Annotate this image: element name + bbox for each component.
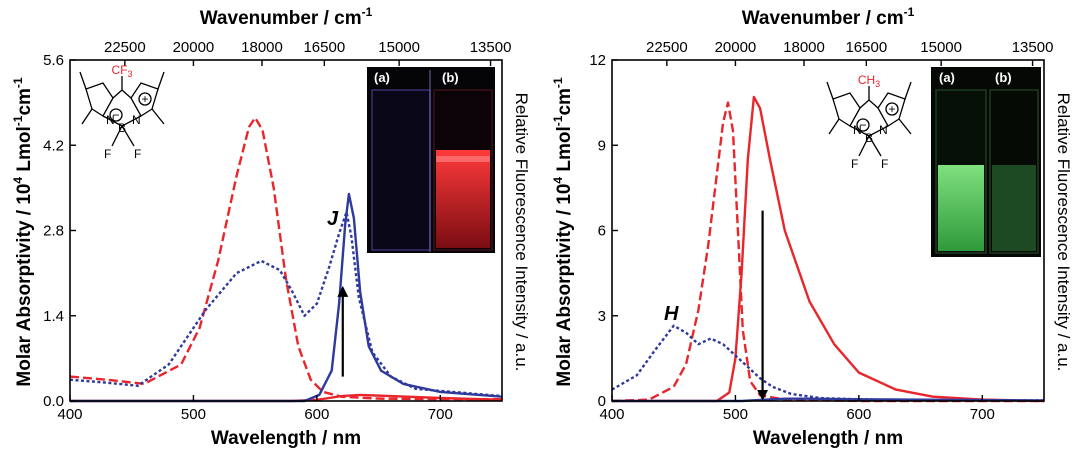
right-y2-axis-label: Relative Fluorescence Intensity / a.u. <box>1054 93 1073 372</box>
left-band-label: J <box>327 208 339 230</box>
left-molecule-minus: − <box>112 108 119 122</box>
left-top-tick-label: 22500 <box>104 39 146 56</box>
left-inset-label-a: (a) <box>374 70 390 85</box>
left-molecule-plus: + <box>141 92 148 106</box>
right-inset-label-a: (a) <box>939 70 955 85</box>
left-series-2 <box>69 211 503 398</box>
right-band-label: H <box>664 303 679 325</box>
left-top-tick-label: 16500 <box>303 39 345 56</box>
right-molecule-n1: N <box>853 123 862 137</box>
right-y-tick-label: 3 <box>598 308 606 325</box>
right-molecule-b: B <box>865 131 873 145</box>
left-inset-label-b: (b) <box>442 70 459 85</box>
right-top-tick-label: 20000 <box>715 39 757 56</box>
right-x-axis-label: Wavelength / nm <box>753 428 903 449</box>
left-y-tick-label: 5.6 <box>43 52 64 69</box>
right-series-2 <box>611 324 1044 402</box>
right-molecule-f2: F <box>881 157 888 171</box>
left-x-tick-label: 600 <box>304 406 329 423</box>
right-series-0 <box>611 101 1044 403</box>
right-y-tick-label: 12 <box>589 52 606 69</box>
right-y-tick-label: 0 <box>598 393 606 410</box>
left-top-tick-label: 18000 <box>241 39 283 56</box>
right-series-1 <box>612 95 1045 403</box>
left-y-tick-label: 4.2 <box>43 137 64 154</box>
right-y-tick-label: 6 <box>598 223 606 240</box>
right-x-tick-label: 600 <box>846 406 871 423</box>
right-y-axis-label: Molar Absorptivity / 104 Lmol-1cm-1 <box>551 77 575 387</box>
right-x-tick-label: 400 <box>599 406 624 423</box>
left-x-axis-label: Wavelength / nm <box>211 428 361 449</box>
right-top-tick-label: 22500 <box>646 39 688 56</box>
right-panel: 400 500 600 700 0 3 6 9 12 22500 20000 18000 16500 15… <box>551 5 1073 449</box>
left-inset-photo: (a) (b) <box>367 67 495 253</box>
right-top-tick-label: 18000 <box>783 39 825 56</box>
right-x-tick-label: 700 <box>970 406 995 423</box>
left-molecule-n2: N <box>132 113 141 127</box>
left-y-tick-label: 0.0 <box>43 393 64 410</box>
right-y-tick-label: 9 <box>598 137 606 154</box>
right-x-tick-label: 500 <box>723 406 748 423</box>
left-panel: 400 500 600 700 0.0 1.4 2.8 4.2 5.6 22500 20000 180… <box>11 5 531 449</box>
right-inset-photo: (a) (b) <box>931 67 1041 257</box>
left-y-tick-label: 1.4 <box>43 308 64 325</box>
left-y-tick-label: 2.8 <box>43 223 64 240</box>
left-x-tick-label: 500 <box>181 406 206 423</box>
left-molecule-substituent: CF3 <box>111 63 132 79</box>
left-ticks: 400 500 600 700 0.0 1.4 2.8 4.2 5.6 22500 20000 180… <box>43 39 511 423</box>
left-x-tick-label: 700 <box>428 406 453 423</box>
right-ticks: 400 500 600 700 0 3 6 9 12 22500 20000 18000 16500 15… <box>589 39 1053 423</box>
left-y2-axis-label: Relative Fluorescence Intensity / a.u. <box>512 93 531 372</box>
left-series-3 <box>70 192 503 403</box>
right-molecule-plus: + <box>888 102 895 116</box>
left-molecule-n1: N <box>106 113 115 127</box>
right-molecule-minus: − <box>859 118 866 132</box>
left-top-axis-label: Wavenumber / cm-1 <box>200 5 373 29</box>
right-top-tick-label: 13500 <box>1012 39 1054 56</box>
right-molecule-substituent: CH3 <box>858 73 880 89</box>
left-top-tick-label: 13500 <box>470 39 512 56</box>
right-top-tick-label: 16500 <box>845 39 887 56</box>
left-top-tick-label: 15000 <box>378 39 420 56</box>
left-molecule-structure <box>79 71 165 147</box>
left-molecule-f2: F <box>134 147 141 161</box>
left-molecule-f1: F <box>104 147 111 161</box>
left-x-tick-label: 400 <box>57 406 82 423</box>
right-top-tick-label: 15000 <box>920 39 962 56</box>
right-molecule-f1: F <box>851 157 858 171</box>
right-inset-label-b: (b) <box>995 70 1012 85</box>
right-molecule-n2: N <box>879 123 888 137</box>
left-molecule-b: B <box>118 121 126 135</box>
left-top-tick-label: 20000 <box>173 39 215 56</box>
left-y-axis-label: Molar Absorptivity / 104 Lmol-1cm-1 <box>11 77 35 387</box>
right-top-axis-label: Wavenumber / cm-1 <box>742 5 915 29</box>
right-molecule-structure <box>826 81 912 157</box>
